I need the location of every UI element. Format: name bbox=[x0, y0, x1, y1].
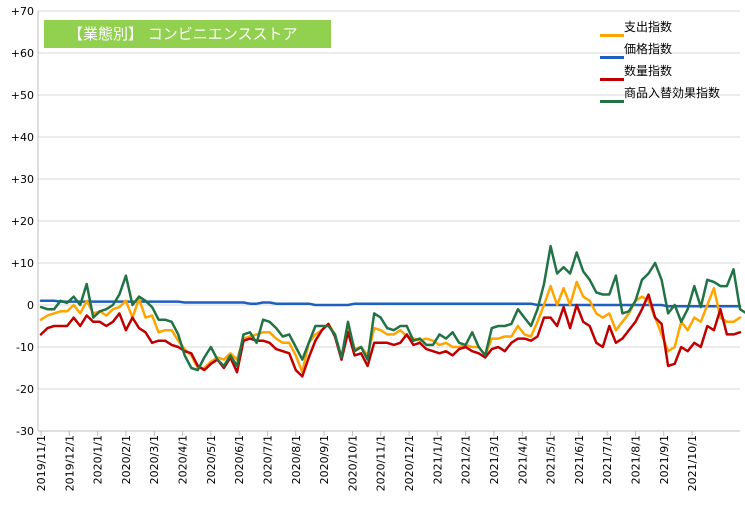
series-line-0 bbox=[39, 280, 742, 374]
y-tick-label: +70 bbox=[11, 5, 34, 18]
y-tick-label: +10 bbox=[11, 257, 34, 270]
x-tick-label: 2020/9/1 bbox=[318, 435, 331, 484]
x-tick-label: 2020/11/1 bbox=[375, 435, 388, 491]
x-tick-label: 2021/8/1 bbox=[629, 435, 642, 484]
x-tick-label: 2020/6/1 bbox=[233, 435, 246, 484]
legend-item-product-replacement: 商品入替効果指数 bbox=[600, 84, 745, 106]
axes bbox=[37, 11, 740, 432]
x-tick-label: 2020/8/1 bbox=[290, 435, 303, 484]
y-tick-labels: +70 +60 +50 +40 +30 +20 +10 0 -10 -20 -30 bbox=[11, 5, 34, 438]
x-tick-label: 2021/7/1 bbox=[601, 435, 614, 484]
x-tick-label: 2020/1/1 bbox=[92, 435, 105, 484]
y-tick-label: +20 bbox=[11, 215, 34, 228]
x-tick-label: 2021/10/1 bbox=[686, 435, 699, 491]
legend-label-spending: 支出指数 bbox=[624, 20, 673, 34]
x-tick-label: 2020/2/1 bbox=[120, 435, 133, 484]
y-tick-label: 0 bbox=[27, 299, 34, 312]
x-tick-label: 2020/12/1 bbox=[403, 435, 416, 491]
legend-label-product-replacement: 商品入替効果指数 bbox=[624, 86, 721, 100]
x-tick-label: 2021/5/1 bbox=[545, 435, 558, 484]
legend-label-price: 価格指数 bbox=[624, 42, 673, 56]
x-tick-label: 2019/11/1 bbox=[35, 435, 48, 491]
series-lines bbox=[39, 244, 745, 378]
x-tick-label: 2021/9/1 bbox=[658, 435, 671, 484]
legend-item-price: 価格指数 bbox=[600, 40, 745, 62]
series-line-2 bbox=[39, 293, 742, 378]
legend-swatch-spending bbox=[600, 34, 624, 37]
x-tick-labels: 2019/11/1 2019/12/1 2020/1/1 2020/2/1 2020/3… bbox=[35, 431, 699, 491]
legend: 支出指数 価格指数 数量指数 商品入替効果指数 bbox=[600, 18, 745, 106]
legend-swatch-price bbox=[600, 56, 624, 59]
legend-item-quantity: 数量指数 bbox=[600, 62, 745, 84]
x-tick-label: 2020/4/1 bbox=[177, 435, 190, 484]
y-tick-label: +30 bbox=[11, 173, 34, 186]
x-tick-label: 2021/6/1 bbox=[573, 435, 586, 484]
x-tick-label: 2021/1/1 bbox=[431, 435, 444, 484]
legend-swatch-quantity bbox=[600, 78, 624, 81]
x-tick-label: 2021/2/1 bbox=[460, 435, 473, 484]
y-tick-label: +60 bbox=[11, 47, 34, 60]
x-tick-label: 2021/3/1 bbox=[488, 435, 501, 484]
x-tick-label: 2020/3/1 bbox=[148, 435, 161, 484]
x-tick-label: 2020/10/1 bbox=[346, 435, 359, 491]
series-line-3 bbox=[39, 244, 745, 372]
x-tick-label: 2019/12/1 bbox=[63, 435, 76, 491]
legend-item-spending: 支出指数 bbox=[600, 18, 745, 40]
y-tick-label: -30 bbox=[16, 425, 34, 438]
series-line-1 bbox=[39, 299, 742, 308]
chart-title: 【業態別】 コンビニエンスストア bbox=[44, 20, 331, 48]
y-tick-label: +40 bbox=[11, 131, 34, 144]
x-tick-label: 2020/7/1 bbox=[261, 435, 274, 484]
x-tick-label: 2021/4/1 bbox=[516, 435, 529, 484]
legend-label-quantity: 数量指数 bbox=[624, 64, 673, 78]
x-tick-label: 2020/5/1 bbox=[205, 435, 218, 484]
y-tick-label: -10 bbox=[16, 341, 34, 354]
y-tick-label: +50 bbox=[11, 89, 34, 102]
legend-swatch-product-replacement bbox=[600, 100, 624, 103]
y-tick-label: -20 bbox=[16, 383, 34, 396]
